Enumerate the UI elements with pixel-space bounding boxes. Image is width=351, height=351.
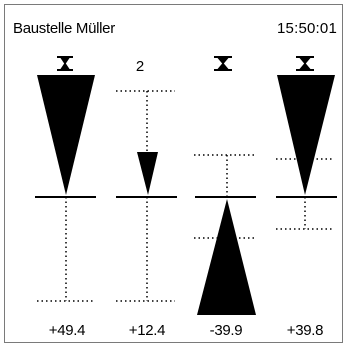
column-1[interactable] xyxy=(35,56,96,302)
column-2-readout: +12.4 xyxy=(128,322,166,339)
column-1-reference-icon xyxy=(57,56,73,71)
column-4[interactable] xyxy=(276,56,337,230)
column-3-readout: -39.9 xyxy=(209,322,243,339)
column-4-readout: +39.8 xyxy=(286,322,324,339)
column-4-deflection-triangle xyxy=(277,75,335,195)
column-2[interactable] xyxy=(116,90,177,302)
column-2-number: 2 xyxy=(135,58,145,75)
column-3-deflection-triangle xyxy=(197,199,256,315)
column-4-reference-icon xyxy=(296,56,314,71)
display-frame xyxy=(4,4,343,343)
column-1-readout: +49.4 xyxy=(48,322,86,339)
column-2-deflection-triangle xyxy=(137,152,158,195)
column-3-reference-icon xyxy=(214,56,232,71)
column-1-deflection-triangle xyxy=(37,75,95,195)
clock-readout: 15:50:01 xyxy=(277,20,337,37)
site-title: Baustelle Müller xyxy=(13,20,115,37)
column-3[interactable] xyxy=(194,56,256,315)
